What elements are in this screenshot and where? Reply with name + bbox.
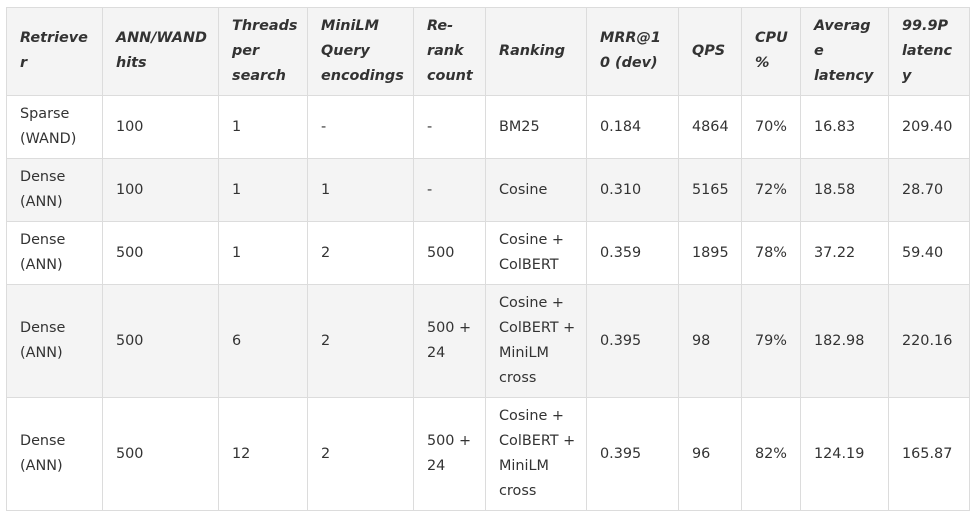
table-cell: 0.395 (586, 397, 679, 511)
table-cell: 6 (218, 284, 308, 398)
table-cell: Sparse (WAND) (6, 95, 103, 159)
table-cell: 500 + 24 (413, 284, 486, 398)
table-cell: 1 (218, 95, 308, 159)
table-cell: - (413, 95, 486, 159)
table-row: Dense (ANN) 100 1 1 - Cosine 0.310 5165 … (6, 158, 970, 222)
table-cell: - (307, 95, 414, 159)
table-cell: 500 (413, 221, 486, 285)
table-cell: 59.40 (888, 221, 970, 285)
table-cell: Dense (ANN) (6, 221, 103, 285)
header-threads-per-search: Threads per search (218, 7, 308, 96)
header-average-latency: Average latency (800, 7, 889, 96)
table-cell: 220.16 (888, 284, 970, 398)
table-cell: 124.19 (800, 397, 889, 511)
table-cell: 18.58 (800, 158, 889, 222)
table-cell: 1 (307, 158, 414, 222)
table-cell: 4864 (678, 95, 742, 159)
table-row: Dense (ANN) 500 6 2 500 + 24 Cosine + Co… (6, 284, 970, 398)
table-cell: 500 (102, 221, 219, 285)
table-cell: 98 (678, 284, 742, 398)
table-header-row: Retriever ANN/WAND hits Threads per sear… (6, 7, 970, 96)
table-cell: 78% (741, 221, 801, 285)
table-cell: Cosine + ColBERT + MiniLM cross (485, 397, 587, 511)
table-row: Sparse (WAND) 100 1 - - BM25 0.184 4864 … (6, 95, 970, 159)
table-cell: 82% (741, 397, 801, 511)
table-cell: Cosine + ColBERT (485, 221, 587, 285)
table-cell: 12 (218, 397, 308, 511)
table-cell: 96 (678, 397, 742, 511)
table-cell: 500 + 24 (413, 397, 486, 511)
table-cell: Dense (ANN) (6, 397, 103, 511)
table-cell: 79% (741, 284, 801, 398)
table-cell: 209.40 (888, 95, 970, 159)
table-cell: 72% (741, 158, 801, 222)
header-minilm-query-encodings: MiniLM Query encodings (307, 7, 414, 96)
table-row: Dense (ANN) 500 12 2 500 + 24 Cosine + C… (6, 397, 970, 511)
table-cell: 0.359 (586, 221, 679, 285)
table-cell: 28.70 (888, 158, 970, 222)
results-table-container: Retriever ANN/WAND hits Threads per sear… (6, 7, 970, 511)
table-cell: 500 (102, 284, 219, 398)
table-row: Dense (ANN) 500 1 2 500 Cosine + ColBERT… (6, 221, 970, 285)
header-mrr10-dev: MRR@10 (dev) (586, 7, 679, 96)
table-cell: 2 (307, 284, 414, 398)
table-cell: BM25 (485, 95, 587, 159)
table-cell: 500 (102, 397, 219, 511)
table-cell: 37.22 (800, 221, 889, 285)
table-cell: 1 (218, 221, 308, 285)
table-cell: Dense (ANN) (6, 284, 103, 398)
table-cell: 1 (218, 158, 308, 222)
header-cpu-percent: CPU % (741, 7, 801, 96)
table-cell: 16.83 (800, 95, 889, 159)
table-cell: 165.87 (888, 397, 970, 511)
header-ann-wand-hits: ANN/WAND hits (102, 7, 219, 96)
header-ranking: Ranking (485, 7, 587, 96)
table-cell: Cosine + ColBERT + MiniLM cross (485, 284, 587, 398)
table-cell: 2 (307, 221, 414, 285)
table-cell: 2 (307, 397, 414, 511)
table-cell: 0.310 (586, 158, 679, 222)
table-cell: Cosine (485, 158, 587, 222)
table-cell: 100 (102, 158, 219, 222)
table-cell: 1895 (678, 221, 742, 285)
table-cell: - (413, 158, 486, 222)
table-cell: 100 (102, 95, 219, 159)
table-cell: 182.98 (800, 284, 889, 398)
header-qps: QPS (678, 7, 742, 96)
table-cell: Dense (ANN) (6, 158, 103, 222)
table-cell: 0.395 (586, 284, 679, 398)
results-table: Retriever ANN/WAND hits Threads per sear… (6, 7, 970, 511)
table-cell: 0.184 (586, 95, 679, 159)
table-cell: 70% (741, 95, 801, 159)
header-retriever: Retriever (6, 7, 103, 96)
table-cell: 5165 (678, 158, 742, 222)
header-999p-latency: 99.9P latency (888, 7, 970, 96)
header-rerank-count: Re-rank count (413, 7, 486, 96)
